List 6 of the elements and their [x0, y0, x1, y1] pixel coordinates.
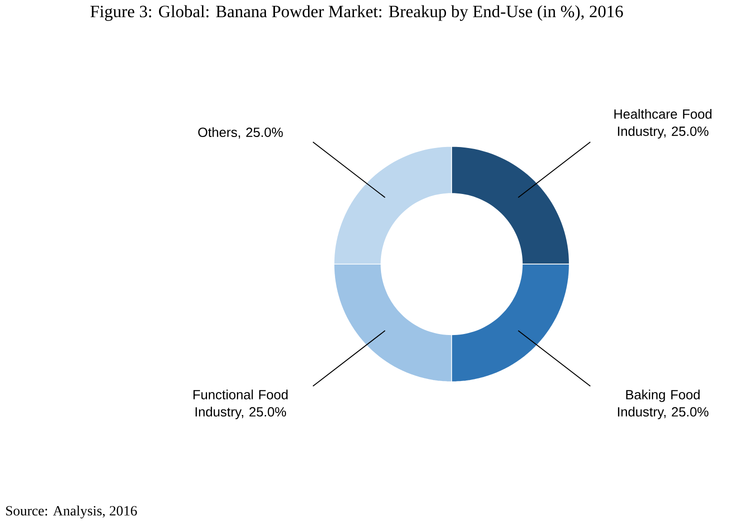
chart-title: Figure 3: Global: Banana Powder Market: Breakup by End-Use (in %), 2016	[90, 5, 623, 22]
slice-label: Functional Food Industry, 25.0%	[194, 390, 288, 420]
slice-label: Others, 25.0%	[198, 127, 283, 139]
slice-label: Healthcare Food Industry, 25.0%	[614, 109, 712, 139]
slice-label: Baking Food Industry, 25.0%	[618, 390, 708, 420]
source-note: Source: Analysis, 2016	[6, 506, 137, 519]
